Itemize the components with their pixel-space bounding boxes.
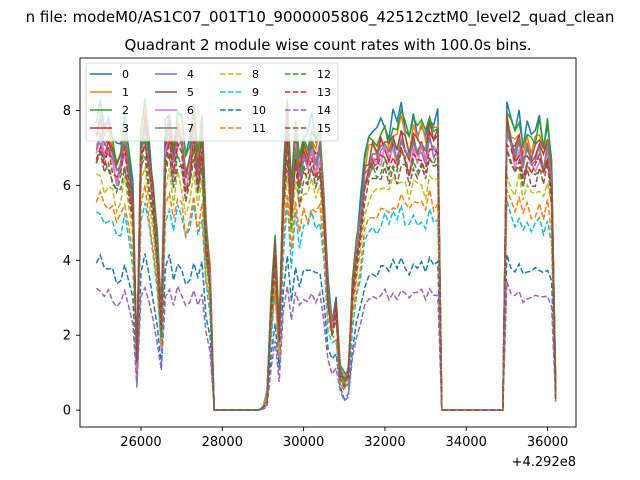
series-line-15: [95, 148, 557, 411]
legend-label-4: 4: [187, 68, 194, 81]
legend-label-14: 14: [317, 104, 331, 117]
legend-label-5: 5: [187, 86, 194, 99]
x-tick-label: 28000: [202, 435, 243, 450]
legend-label-9: 9: [252, 86, 259, 99]
x-tick-label: 32000: [364, 435, 405, 450]
series-layer: [95, 98, 557, 411]
x-axis-offset-label: +4.292e8: [512, 455, 576, 470]
legend-label-3: 3: [122, 122, 129, 135]
legend-box: [85, 62, 339, 142]
y-tick-label: 4: [63, 254, 71, 269]
x-tick-label: 34000: [446, 435, 487, 450]
chart-title: Quadrant 2 module wise count rates with …: [124, 36, 532, 54]
y-tick-label: 8: [63, 104, 71, 119]
x-tick-label: 36000: [527, 435, 568, 450]
y-axis: 0 2 4 6 8: [63, 104, 80, 419]
legend-label-13: 13: [317, 86, 331, 99]
legend-label-1: 1: [122, 86, 129, 99]
y-tick-label: 0: [63, 404, 71, 419]
x-tick-label: 30000: [283, 435, 324, 450]
legend-label-15: 15: [317, 122, 331, 135]
x-axis: 26000 28000 30000 32000 34000 36000: [120, 427, 568, 450]
series-line-14: [95, 281, 557, 411]
y-tick-label: 6: [63, 179, 71, 194]
legend-label-0: 0: [122, 68, 129, 81]
legend-label-7: 7: [187, 122, 194, 135]
legend-label-8: 8: [252, 68, 259, 81]
figure-suptitle: n file: modeM0/AS1C07_001T10_9000005806_…: [25, 8, 615, 26]
x-tick-label: 26000: [120, 435, 161, 450]
legend-label-11: 11: [252, 122, 266, 135]
y-tick-label: 2: [63, 329, 71, 344]
legend-label-2: 2: [122, 104, 129, 117]
plot-frame: [79, 57, 577, 428]
legend-label-10: 10: [252, 104, 266, 117]
legend-label-12: 12: [317, 68, 331, 81]
legend-label-6: 6: [187, 104, 194, 117]
